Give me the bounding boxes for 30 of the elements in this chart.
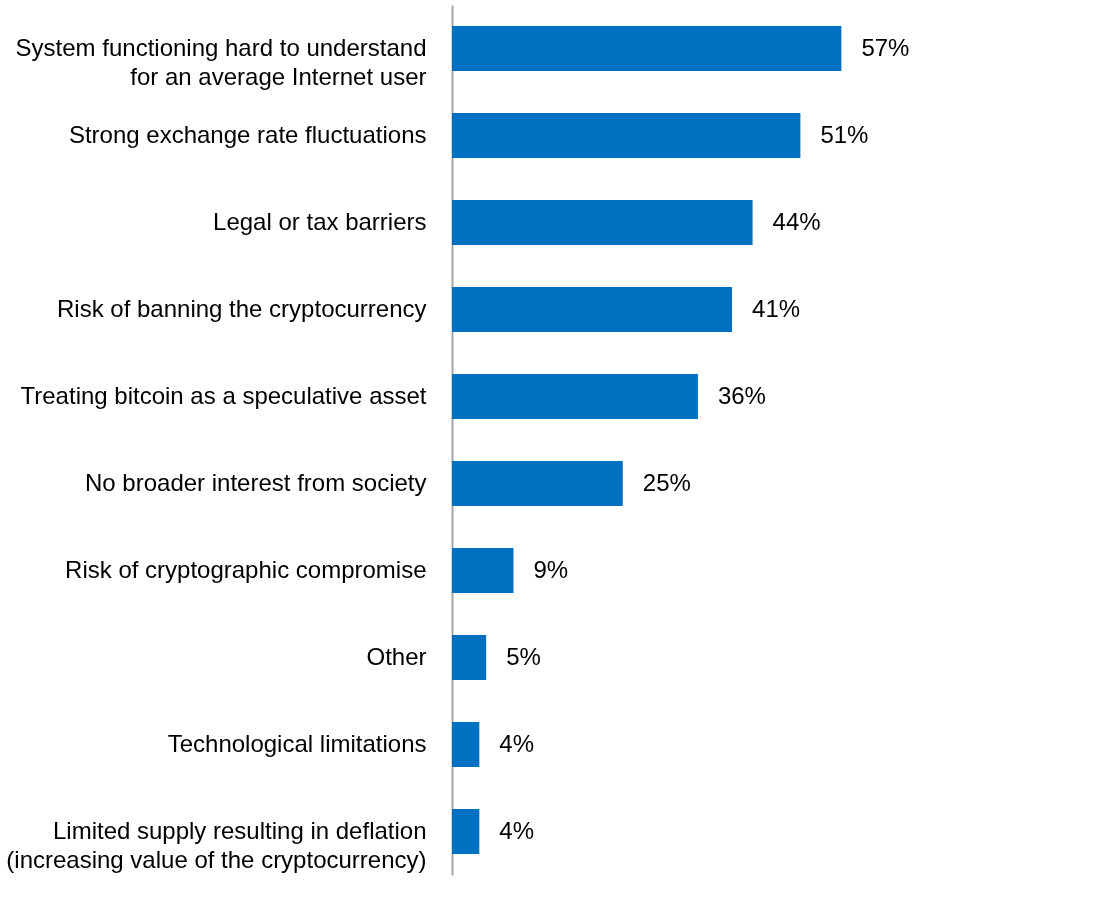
data-label: 5% (506, 642, 541, 670)
y-tick-label: Strong exchange rate fluctuations (68, 120, 427, 148)
y-tick-label: Limited supply resulting in deflation (increasing value of the cryptocurrency) (6, 816, 427, 873)
y-tick-label: Risk of banning the cryptocurrency (56, 294, 427, 322)
data-label: 44% (772, 207, 821, 235)
data-label: 41% (752, 294, 801, 322)
data-label: 36% (717, 381, 766, 409)
data-label: 4% (499, 816, 535, 844)
data-label: 25% (642, 468, 691, 496)
bar (452, 808, 480, 855)
bar (452, 634, 487, 681)
y-tick-label: Legal or tax barriers (213, 207, 427, 235)
data-label: 4% (499, 729, 535, 757)
y-tick-label: Technological limitations (167, 729, 427, 757)
y-tick-label: Treating bitcoin as a speculative asset (20, 381, 427, 409)
data-label: 9% (533, 555, 569, 583)
bar (452, 112, 801, 159)
bar (452, 286, 733, 333)
y-tick-label: Risk of cryptographic compromise (65, 555, 427, 583)
bar (452, 460, 623, 507)
data-label: 51% (820, 120, 869, 148)
bar (452, 199, 753, 246)
bar (452, 721, 480, 768)
y-tick-label: No broader interest from society (85, 468, 427, 496)
bar (452, 547, 514, 594)
data-label: 57% (861, 33, 910, 61)
bar (452, 373, 698, 420)
y-tick-label: Other (366, 642, 427, 670)
bar (452, 25, 842, 72)
y-tick-label: System functioning hard to understand for an average Internet user (15, 33, 427, 90)
